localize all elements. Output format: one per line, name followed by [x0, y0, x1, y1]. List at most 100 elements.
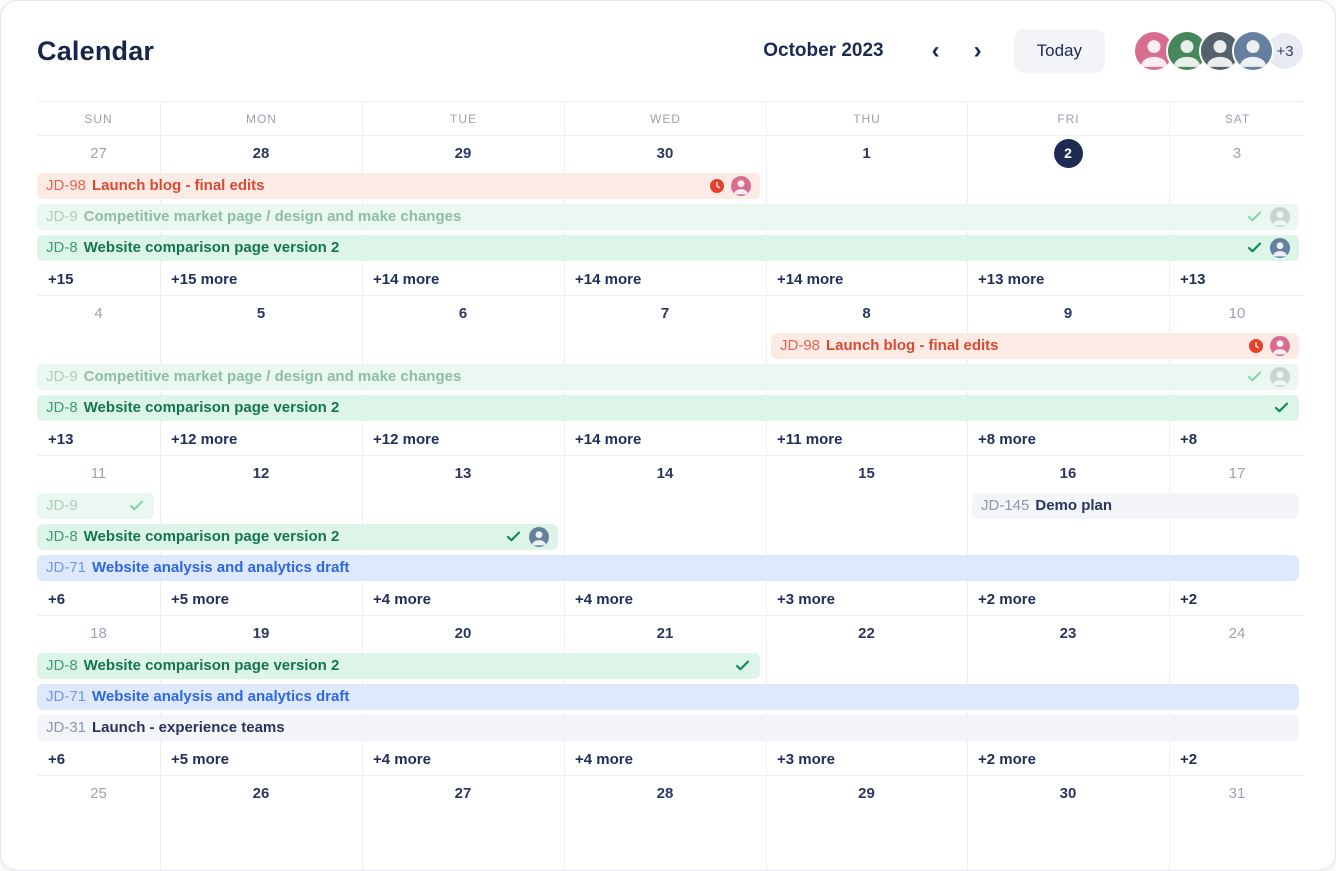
event-bar[interactable]: JD-31 Launch - experience teams — [37, 714, 1299, 741]
event-bar[interactable]: JD-8 Website comparison page version 2 — [37, 394, 1299, 421]
more-events-button[interactable]: +12 more — [373, 430, 440, 448]
date-cell: 21 — [656, 624, 674, 642]
date-cell: 9 — [1063, 304, 1073, 322]
date-cell: 12 — [252, 464, 270, 482]
page-title: Calendar — [37, 35, 155, 66]
event-bar[interactable]: JD-145 Demo plan — [972, 492, 1299, 519]
event-bar[interactable]: JD-8 Website comparison page version 2 — [37, 234, 1299, 261]
event-title: Competitive market page / design and mak… — [83, 368, 462, 385]
overdue-clock-icon — [1249, 338, 1263, 353]
assignee-avatar — [529, 526, 549, 547]
more-events-button[interactable]: +5 more — [171, 750, 229, 768]
more-events-button[interactable]: +5 more — [171, 590, 229, 608]
event-bar[interactable]: JD-9 Competitive market page / design and… — [37, 363, 1299, 390]
more-events-button[interactable]: +4 more — [373, 590, 431, 608]
week-row: 25 26 27 28 29 30 31 — [37, 776, 1303, 870]
month-label: October 2023 — [763, 40, 884, 61]
event-bar[interactable]: JD-8 Website comparison page version 2 — [37, 652, 760, 679]
more-events-button[interactable]: +14 more — [575, 270, 642, 288]
week-row: 11 12 13 14 15 16 17 JD-9 JD-145 Demo plan JD-8 Web… — [37, 456, 1303, 616]
more-events-button[interactable]: +15 more — [171, 270, 238, 288]
more-events-button[interactable]: +15 — [48, 270, 74, 288]
check-icon — [505, 528, 522, 545]
event-bar[interactable]: JD-8 Website comparison page version 2 — [37, 523, 558, 550]
check-icon — [1246, 368, 1263, 385]
user-avatar[interactable] — [1232, 30, 1274, 72]
date-cell: 28 — [656, 784, 674, 802]
more-events-button[interactable]: +13 — [48, 430, 74, 448]
date-cell: 31 — [1228, 784, 1246, 802]
event-title: Launch blog - final edits — [826, 337, 999, 354]
more-events-button[interactable]: +6 — [48, 750, 66, 768]
more-events-button[interactable]: +3 more — [777, 590, 835, 608]
date-cell: 15 — [858, 464, 875, 482]
check-icon — [128, 497, 145, 514]
date-cell: 13 — [454, 464, 472, 482]
more-events-button[interactable]: +4 more — [575, 750, 633, 768]
prev-month-button[interactable]: ‹ — [922, 35, 950, 67]
date-cell: 6 — [458, 304, 468, 322]
weeks-container: 27 28 29 30 1 2 3 JD-98 Launch blog - final edit… — [37, 136, 1303, 870]
date-cell: 17 — [1228, 464, 1246, 482]
date-cell: 16 — [1059, 464, 1077, 482]
date-cell: 20 — [454, 624, 472, 642]
event-bar[interactable]: JD-98 Launch blog - final edits — [771, 332, 1299, 359]
weekday-label: THU — [766, 102, 967, 135]
more-events-button[interactable]: +12 more — [171, 430, 238, 448]
header-controls: October 2023 ‹ › Today +3 — [763, 29, 1305, 73]
event-key: JD-8 — [46, 239, 78, 256]
event-bar[interactable]: JD-9 — [37, 492, 154, 519]
event-title: Competitive market page / design and mak… — [83, 208, 462, 225]
event-bar[interactable]: JD-71 Website analysis and analytics draf… — [37, 683, 1299, 710]
next-month-button[interactable]: › — [964, 35, 992, 67]
date-cell: 10 — [1228, 304, 1246, 322]
week-row: 18 19 20 21 22 23 24 JD-8 Website comparison pag… — [37, 616, 1303, 776]
more-events-button[interactable]: +2 more — [978, 590, 1036, 608]
today-button[interactable]: Today — [1013, 29, 1105, 73]
event-key: JD-71 — [46, 559, 87, 576]
date-cell: 11 — [90, 464, 107, 482]
check-icon — [1273, 399, 1290, 416]
date-cell: 3 — [1232, 144, 1242, 162]
date-cell: 4 — [94, 304, 103, 322]
more-events-button[interactable]: +11 more — [777, 430, 843, 448]
more-events-button[interactable]: +13 more — [978, 270, 1045, 288]
date-cell: 25 — [90, 784, 107, 802]
more-events-button[interactable]: +6 — [48, 590, 66, 608]
more-events-button[interactable]: +14 more — [373, 270, 440, 288]
event-title: Website comparison page version 2 — [83, 239, 340, 256]
event-bar[interactable]: JD-98 Launch blog - final edits — [37, 172, 760, 199]
event-key: JD-9 — [46, 208, 78, 225]
event-bar[interactable]: JD-9 Competitive market page / design and… — [37, 203, 1299, 230]
user-avatar[interactable] — [1199, 30, 1241, 72]
more-events-button[interactable]: +14 more — [575, 430, 642, 448]
more-events-button[interactable]: +4 more — [373, 750, 431, 768]
event-title: Website analysis and analytics draft — [92, 688, 350, 705]
event-key: JD-8 — [46, 399, 78, 416]
more-events-button[interactable]: +2 more — [978, 750, 1036, 768]
more-events-button[interactable]: +2 — [1180, 590, 1198, 608]
more-events-button[interactable]: +8 — [1180, 430, 1198, 448]
date-cell: 29 — [454, 144, 472, 162]
date-cell: 23 — [1059, 624, 1077, 642]
user-avatar[interactable] — [1166, 30, 1208, 72]
weekday-label: SUN — [84, 111, 113, 126]
date-cell: 22 — [858, 624, 875, 642]
event-key: JD-31 — [46, 719, 87, 736]
more-events-button[interactable]: +8 more — [978, 430, 1036, 448]
event-key: JD-145 — [981, 497, 1030, 514]
more-events-button[interactable]: +14 more — [777, 270, 844, 288]
event-key: JD-8 — [46, 528, 78, 545]
date-cell: 27 — [90, 144, 107, 162]
weekday-label: MON — [160, 102, 362, 135]
more-events-button[interactable]: +2 — [1180, 750, 1198, 768]
date-cell: 26 — [252, 784, 270, 802]
event-bar[interactable]: JD-71 Website analysis and analytics draf… — [37, 554, 1299, 581]
week-row: 4 5 6 7 8 9 10 JD-98 Launch blog - final edits JD… — [37, 296, 1303, 456]
more-events-button[interactable]: +3 more — [777, 750, 835, 768]
assignee-avatar — [1270, 237, 1290, 258]
assignee-avatar — [1270, 335, 1290, 356]
more-events-button[interactable]: +13 — [1180, 270, 1206, 288]
header: Calendar October 2023 ‹ › Today +3 — [1, 1, 1335, 101]
more-events-button[interactable]: +4 more — [575, 590, 633, 608]
